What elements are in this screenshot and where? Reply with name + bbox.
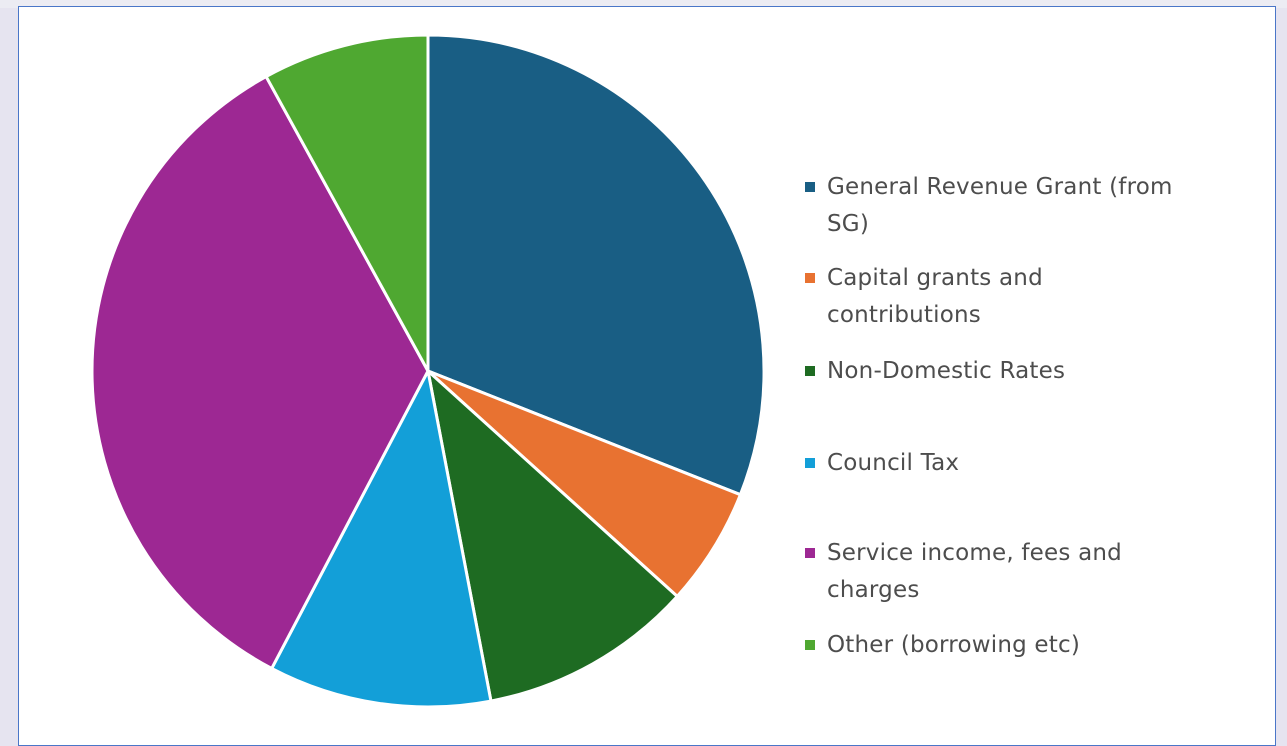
pie-slice-general-revenue-grant-from-sg xyxy=(426,33,766,497)
legend-label-general-revenue-grant: General Revenue Grant (from SG) xyxy=(827,174,1173,237)
legend-swatch-general-revenue-grant xyxy=(805,182,815,192)
legend-swatch-council-tax xyxy=(805,458,815,468)
window-frame xyxy=(0,0,1287,8)
pie-slice-council-tax xyxy=(270,369,493,709)
legend-label-service-income: Service income, fees and charges xyxy=(827,540,1122,603)
legend-swatch-service-income xyxy=(805,548,815,558)
legend-label-council-tax: Council Tax xyxy=(827,450,960,476)
legend-label-other: Other (borrowing etc) xyxy=(827,632,1081,658)
legend-swatch-non-domestic-rates xyxy=(805,366,815,376)
chart-area: General Revenue Grant (from SG) Capital … xyxy=(18,6,1276,746)
pie-slice-non-domestic-rates xyxy=(426,369,679,703)
legend-swatch-other xyxy=(805,640,815,650)
pie-chart xyxy=(90,33,766,709)
pie-slice-other-borrowing-etc xyxy=(264,33,430,373)
chart-legend: General Revenue Grant (from SG) Capital … xyxy=(805,7,1225,738)
legend-swatch-capital-grants xyxy=(805,273,815,283)
legend-label-non-domestic-rates: Non-Domestic Rates xyxy=(827,358,1066,384)
pie-slice-service-income-fees-and-charges xyxy=(90,75,430,670)
legend-label-capital-grants: Capital grants and contributions xyxy=(827,265,1043,328)
